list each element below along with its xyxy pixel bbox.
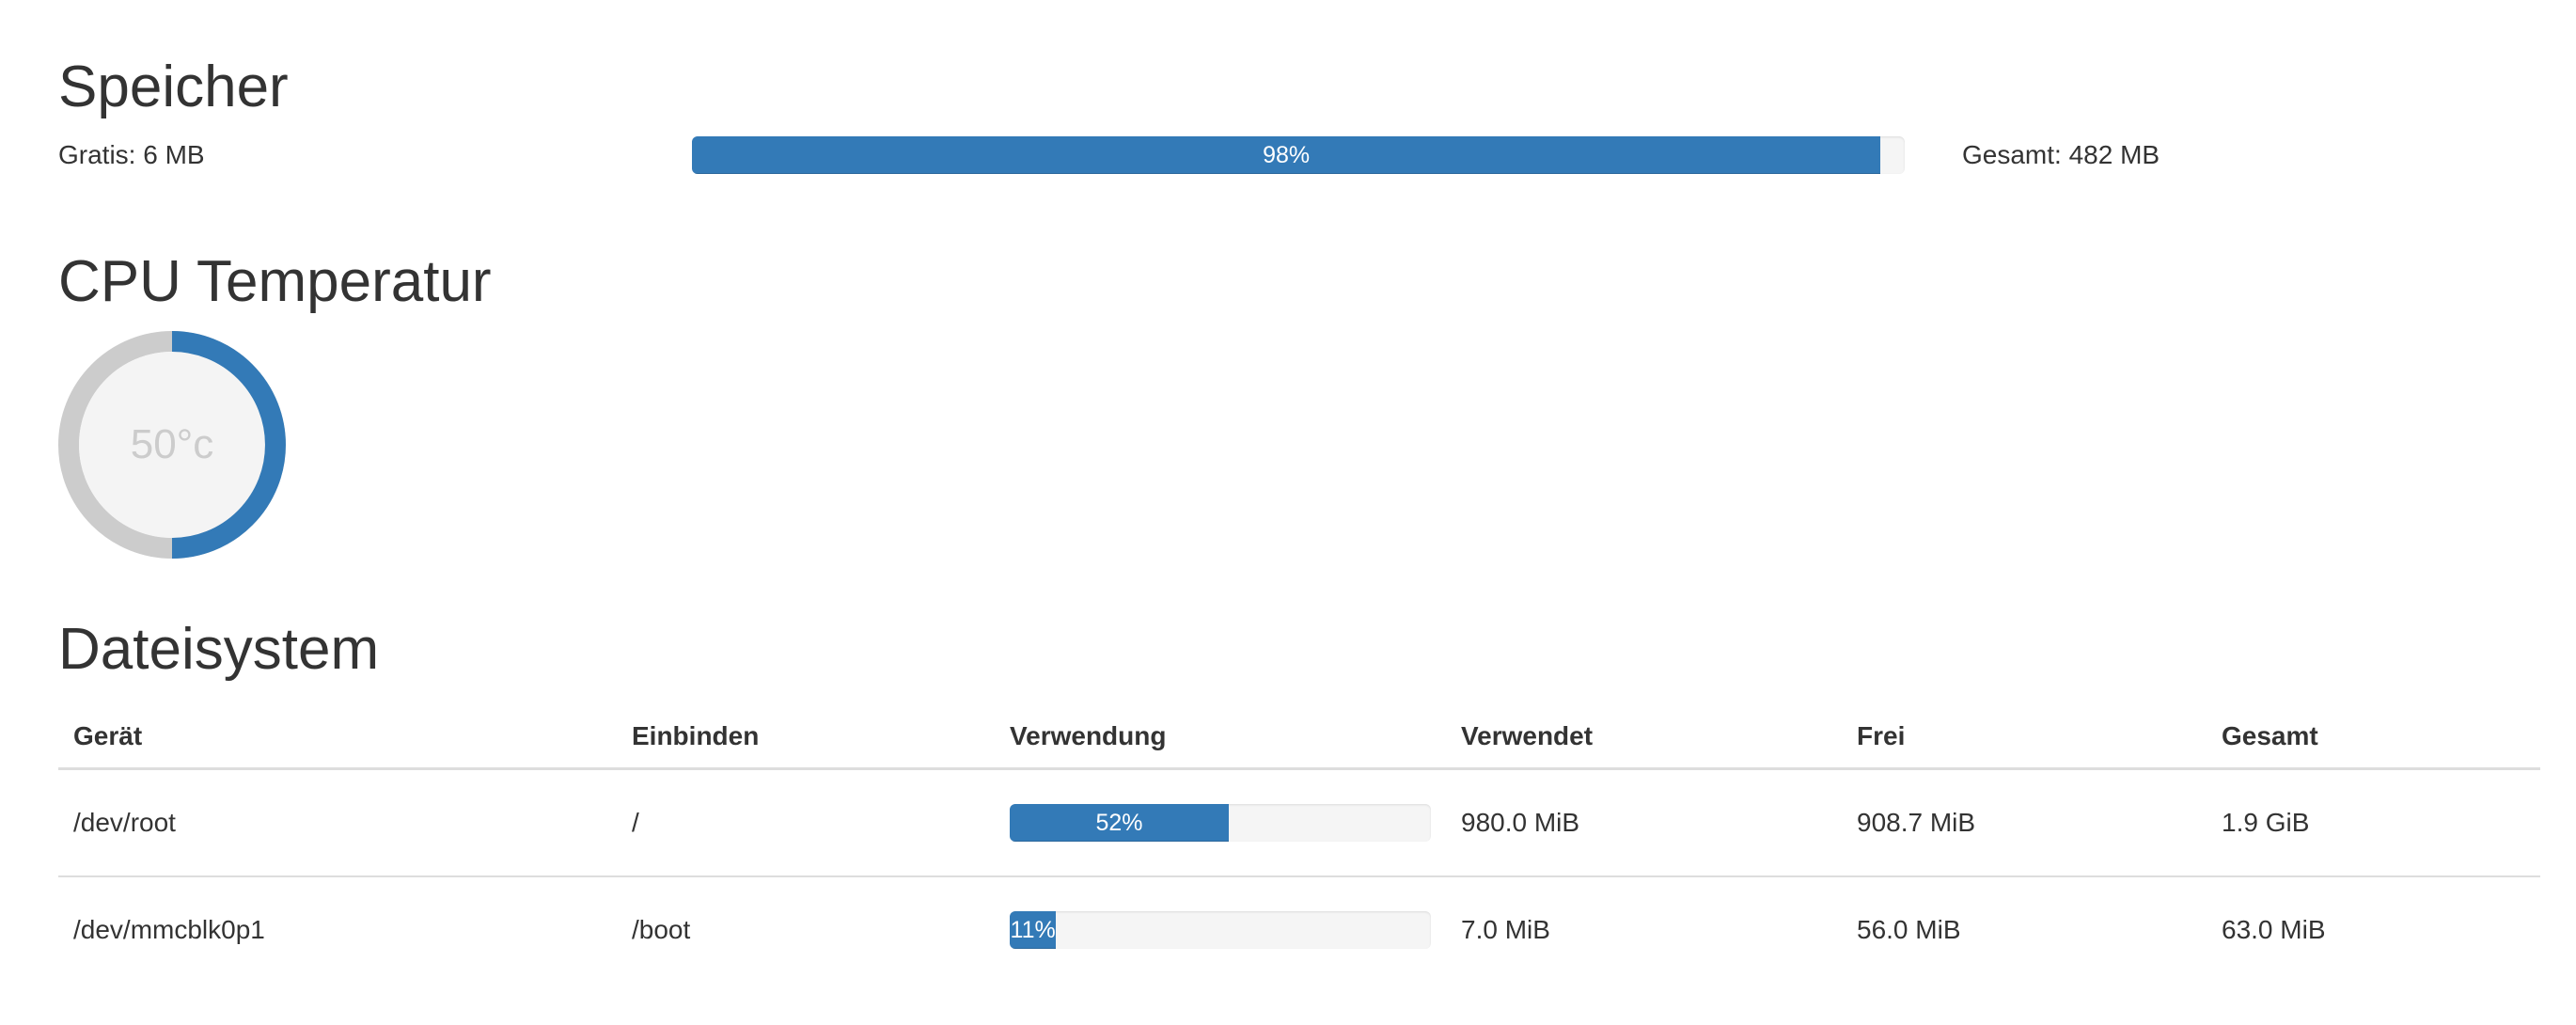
memory-progress-label: 98% (1263, 142, 1311, 168)
memory-progress-bar: 98% (692, 136, 1881, 174)
filesystem-title: Dateisystem (58, 617, 380, 682)
memory-progress: 98% (692, 136, 1905, 174)
gauge-graphic (58, 331, 286, 559)
cpu-title: CPU Temperatur (58, 249, 492, 314)
usage-cell: 11% (995, 875, 1446, 983)
used-cell: 980.0 MiB (1461, 808, 1580, 837)
usage-progress-bar: 11% (1010, 911, 1057, 949)
gauge-fill-arc (171, 331, 286, 559)
total-cell: 1.9 GiB (2222, 808, 2310, 837)
column-header-total: Gesamt (2207, 705, 2540, 770)
column-header-used: Verwendet (1446, 705, 1842, 770)
device-cell: /dev/mmcblk0p1 (58, 875, 617, 983)
total-cell: 63.0 MiB (2207, 875, 2540, 983)
usage-progress: 11% (1010, 911, 1431, 949)
mount-cell: / (632, 808, 639, 837)
free-cell: 908.7 MiB (1857, 808, 1976, 837)
column-header-mount: Einbinden (617, 705, 995, 770)
usage-progress-label: 52% (1095, 810, 1143, 836)
used-cell: 7.0 MiB (1446, 875, 1842, 983)
table-header-row: Gerät Einbinden Verwendung Verwendet Fre… (58, 705, 2540, 770)
usage-cell: 52% (995, 769, 1446, 877)
device-cell: /dev/root (73, 808, 176, 837)
status-page: Speicher Gratis: 6 MB 98% Gesamt: 482 MB… (58, 0, 2540, 1025)
usage-progress: 52% (1010, 804, 1431, 842)
memory-row: Gratis: 6 MB 98% Gesamt: 482 MB (58, 136, 2540, 174)
mount-cell: /boot (617, 875, 995, 983)
cpu-temperature-value: 50°c (130, 421, 214, 467)
memory-free-label: Gratis: 6 MB (58, 140, 205, 169)
table-row: /dev/mmcblk0p1 /boot 11% 7.0 MiB 56.0 Mi… (58, 875, 2540, 983)
gauge-inner (79, 352, 265, 538)
cpu-temperature-gauge: 50°c (58, 331, 286, 559)
memory-title: Speicher (58, 55, 289, 119)
usage-progress-bar: 52% (1010, 804, 1229, 842)
filesystem-table: Gerät Einbinden Verwendung Verwendet Fre… (58, 705, 2540, 983)
column-header-free: Frei (1842, 705, 2207, 770)
table-row: /dev/root / 52% 980.0 MiB 908.7 MiB 1.9 … (58, 769, 2540, 877)
free-cell: 56.0 MiB (1842, 875, 2207, 983)
usage-progress-label: 11% (1010, 917, 1056, 943)
memory-total-label: Gesamt: 482 MB (1962, 140, 2160, 169)
column-header-device: Gerät (58, 705, 617, 770)
column-header-usage: Verwendung (995, 705, 1446, 770)
